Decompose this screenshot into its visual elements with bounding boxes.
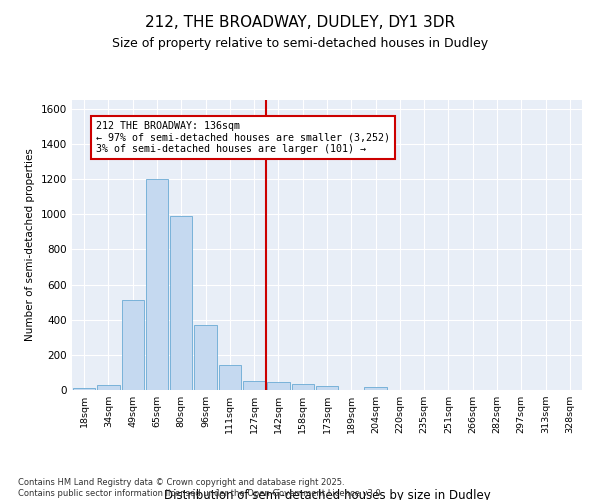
Bar (218, 364, 241, 390)
Text: 212, THE BROADWAY, DUDLEY, DY1 3DR: 212, THE BROADWAY, DUDLEY, DY1 3DR (145, 15, 455, 30)
Bar (243, 381, 265, 390)
Bar (292, 384, 314, 390)
Bar (267, 382, 290, 390)
Text: 212 THE BROADWAY: 136sqm
← 97% of semi-detached houses are smaller (3,252)
3% of: 212 THE BROADWAY: 136sqm ← 97% of semi-d… (96, 121, 390, 154)
Bar (122, 300, 144, 390)
Y-axis label: Number of semi-detached properties: Number of semi-detached properties (25, 148, 35, 342)
Bar (316, 386, 338, 390)
Text: Contains HM Land Registry data © Crown copyright and database right 2025.
Contai: Contains HM Land Registry data © Crown c… (18, 478, 383, 498)
Bar (73, 388, 95, 390)
Bar (146, 179, 168, 390)
Bar (97, 384, 119, 390)
Bar (170, 216, 193, 390)
Text: Size of property relative to semi-detached houses in Dudley: Size of property relative to semi-detach… (112, 38, 488, 51)
X-axis label: Distribution of semi-detached houses by size in Dudley: Distribution of semi-detached houses by … (164, 489, 490, 500)
Bar (194, 325, 217, 390)
Bar (364, 388, 387, 390)
